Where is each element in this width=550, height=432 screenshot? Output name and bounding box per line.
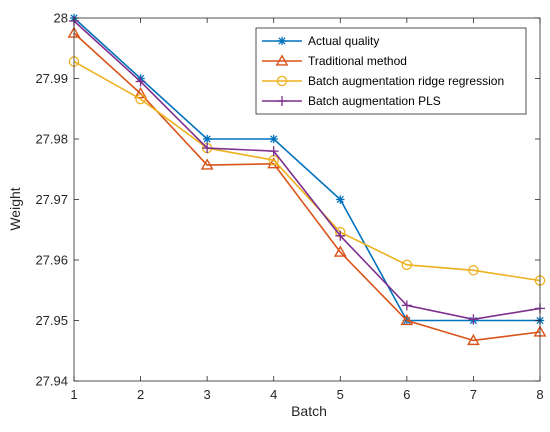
marker-shape (275, 54, 289, 66)
legend-marker (277, 96, 287, 106)
marker-shape (467, 333, 480, 346)
marker-stroke (270, 135, 278, 143)
legend: Actual quality Traditional method Batch au… (255, 27, 527, 115)
data-point (268, 146, 279, 157)
marker-shape (401, 259, 413, 271)
x-axis-title: Batch (291, 403, 327, 419)
y-axis-title: Weight (7, 187, 23, 230)
data-point (135, 93, 146, 105)
data-point (335, 230, 346, 241)
data-point (336, 195, 345, 204)
series-line (73, 32, 541, 342)
marker-stroke (336, 195, 344, 204)
data-point (468, 265, 479, 276)
y-tick-label: 28 (54, 11, 68, 26)
x-tick-label: 1 (70, 387, 77, 402)
series-line (73, 20, 541, 321)
x-tick-label: 6 (403, 387, 410, 402)
marker-shape (333, 245, 347, 257)
marker-shape (400, 313, 414, 326)
y-tick-label: 27.98 (35, 132, 68, 147)
marker-shape (200, 158, 214, 170)
legend-marker (277, 36, 287, 46)
legend-entry: Batch augmentation PLS (262, 94, 441, 108)
legend-label: Batch augmentation ridge regression (308, 74, 504, 88)
data-point (467, 333, 480, 346)
data-point (135, 76, 146, 87)
y-tick-label: 27.95 (35, 313, 68, 328)
legend-label: Actual quality (308, 34, 379, 48)
marker-shape (276, 75, 288, 87)
y-tick-label: 27.99 (35, 71, 68, 86)
legend-label: Traditional method (308, 54, 407, 68)
marker-shape (134, 87, 147, 99)
y-tick-label: 27.97 (35, 192, 68, 207)
series-4 (69, 16, 545, 325)
data-point (333, 245, 347, 257)
series-line (73, 17, 540, 322)
data-point (401, 300, 412, 311)
marker-shape (135, 93, 146, 105)
x-tick-label: 4 (270, 387, 277, 402)
x-tick-label: 8 (536, 387, 543, 402)
legend-box (255, 27, 527, 115)
data-point (468, 314, 479, 325)
legend-entry: Actual quality (262, 34, 379, 48)
data-point (401, 259, 413, 271)
legend-marker (275, 54, 289, 66)
data-point (269, 134, 278, 144)
legend-marker (276, 75, 288, 87)
data-point (202, 134, 212, 144)
y-tick-label: 27.96 (35, 253, 68, 268)
x-tick-label: 2 (137, 387, 144, 402)
data-point (202, 143, 213, 154)
data-point (400, 313, 414, 326)
series-layer (67, 13, 547, 346)
y-tick-label: 27.94 (35, 374, 68, 389)
axes-layer: 1 2 3 4 5 6 7 8 27.94 27.95 27.96 27.97 27.98 27.99 28 (35, 11, 543, 403)
marker-stroke (203, 135, 211, 143)
legend-label: Batch augmentation PLS (308, 94, 441, 108)
x-tick-label: 7 (470, 387, 477, 402)
marker-stroke (278, 37, 286, 45)
legend-entry: Traditional method (262, 54, 407, 68)
series-line (73, 60, 541, 282)
data-point (200, 158, 214, 170)
marker-shape (468, 265, 479, 276)
legend-entry: Batch augmentation ridge regression (262, 74, 504, 88)
x-tick-label: 3 (204, 387, 211, 402)
data-point (134, 87, 147, 99)
x-tick-label: 5 (337, 387, 344, 402)
